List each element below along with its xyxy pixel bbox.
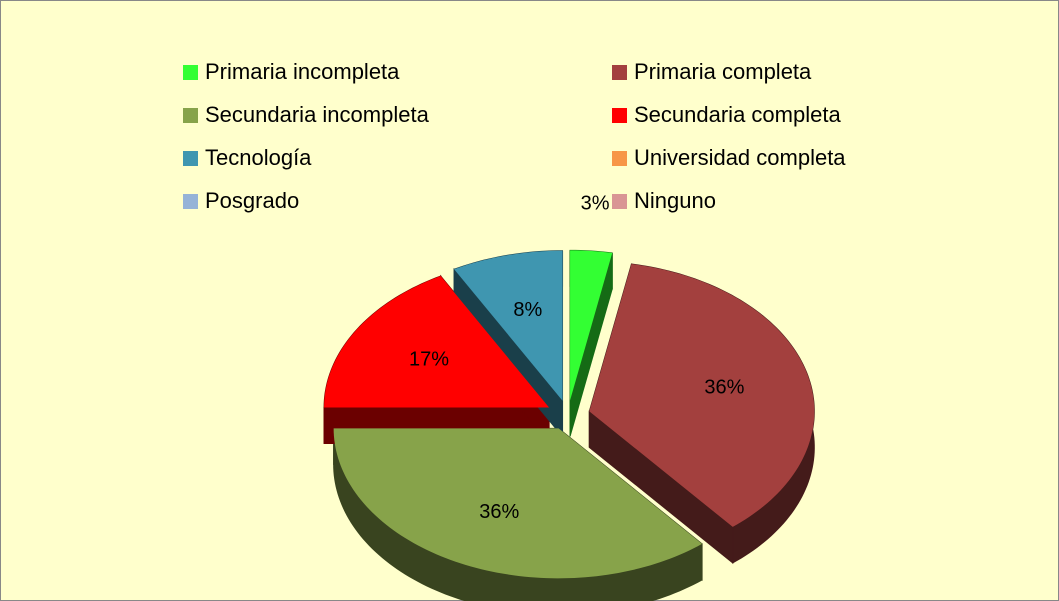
legend-swatch — [612, 194, 627, 209]
data-label: 8% — [513, 299, 542, 321]
slice — [324, 276, 550, 408]
data-label: 17% — [409, 348, 449, 370]
legend-label: Primaria completa — [634, 59, 812, 84]
legend: Primaria incompleta Primaria completa Secu… — [183, 59, 846, 213]
pie-tops — [324, 250, 815, 579]
slice — [570, 250, 613, 401]
legend-label: Secundaria incompleta — [205, 102, 430, 127]
data-label: 3% — [581, 192, 610, 214]
legend-swatch — [183, 108, 198, 123]
legend-label: Ninguno — [634, 188, 716, 213]
legend-swatch — [612, 108, 627, 123]
legend-label: Secundaria completa — [634, 102, 841, 127]
slice — [454, 250, 563, 401]
data-labels: 3% 36% 36% 17% 8% — [409, 192, 745, 522]
legend-label: Universidad completa — [634, 145, 846, 170]
slice-edge — [333, 428, 703, 601]
data-label: 36% — [479, 501, 519, 523]
legend-swatch — [612, 151, 627, 166]
slice — [589, 263, 815, 527]
legend-swatch — [183, 194, 198, 209]
legend-swatch — [183, 151, 198, 166]
legend-label: Primaria incompleta — [205, 59, 400, 84]
legend-swatch — [612, 65, 627, 80]
legend-swatch — [183, 65, 198, 80]
legend-label: Posgrado — [205, 188, 299, 213]
legend-label: Tecnología — [205, 145, 312, 170]
slice — [333, 428, 703, 579]
data-label: 36% — [704, 376, 744, 398]
